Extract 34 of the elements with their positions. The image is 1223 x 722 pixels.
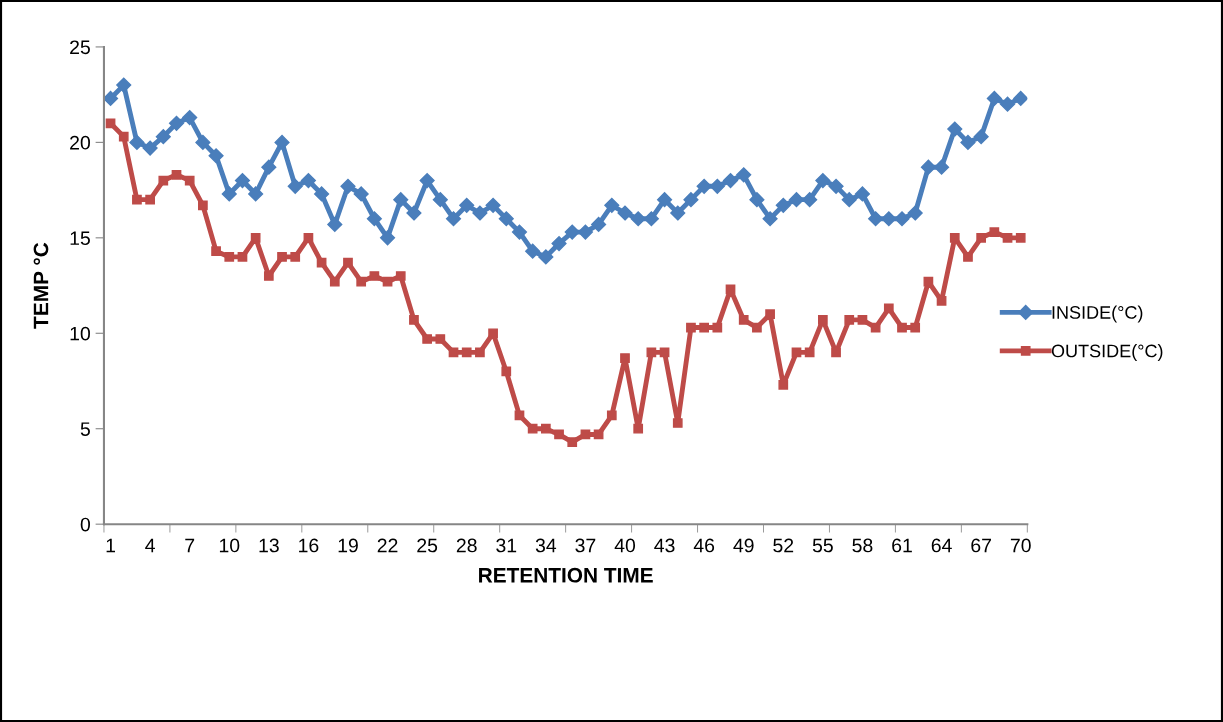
x-tick-label: 67 [971, 538, 991, 553]
x-tick-label: 4 [145, 538, 155, 553]
x-tick-label: 55 [812, 538, 833, 553]
y-tick-label: 20 [70, 135, 90, 150]
x-tick-label: 10 [219, 538, 240, 553]
x-axis-title: RETENTION TIME [479, 567, 653, 583]
x-tick-label: 70 [1010, 538, 1031, 553]
x-tick-label: 25 [417, 538, 438, 553]
x-tick-label: 22 [377, 538, 398, 553]
y-tick-label: 5 [80, 422, 90, 436]
x-tick-label: 58 [852, 538, 873, 553]
y-tick-label: 10 [70, 326, 90, 341]
x-tick-label: 64 [931, 538, 952, 553]
x-tick-label: 7 [185, 538, 195, 553]
x-tick-label: 31 [496, 538, 517, 553]
x-tick-label: 28 [456, 538, 477, 553]
x-tick-label: 13 [259, 538, 279, 553]
x-tick-label: 43 [654, 538, 675, 553]
x-tick-label: 34 [535, 538, 557, 553]
x-tick-label: 19 [338, 538, 358, 553]
legend-label: OUTSIDE(°C) [1051, 344, 1163, 361]
x-tick-label: 40 [614, 538, 636, 553]
x-tick-label: 61 [892, 538, 912, 553]
y-tick-label: 25 [70, 40, 90, 55]
x-tick-label: 52 [773, 538, 794, 553]
y-tick-label: 0 [80, 517, 90, 532]
x-tick-label: 16 [299, 538, 319, 553]
x-tick-label: 37 [575, 538, 596, 553]
legend-label: INSIDE(°C) [1052, 305, 1143, 323]
y-tick-label: 15 [70, 231, 90, 246]
x-tick-label: 46 [693, 538, 715, 553]
x-tick-label: 1 [106, 538, 116, 553]
x-tick-label: 49 [733, 538, 754, 553]
y-axis-title: TEMP °C [33, 242, 49, 329]
